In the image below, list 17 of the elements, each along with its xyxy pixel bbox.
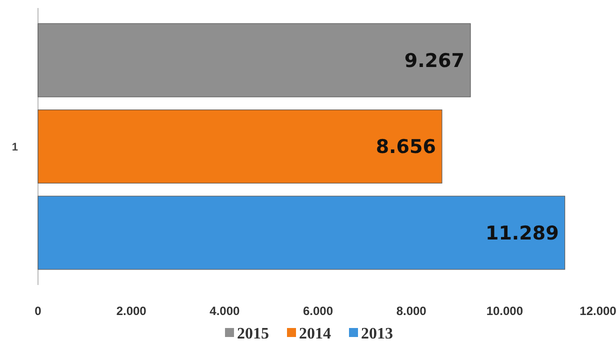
legend-label: 2015	[237, 326, 269, 343]
bar	[38, 196, 566, 270]
legend-label: 2014	[299, 326, 331, 343]
x-tick-label: 0	[34, 304, 42, 318]
x-tick-label: 6.000	[302, 304, 334, 318]
legend-label: 2013	[361, 326, 393, 343]
x-tick-label: 8.000	[396, 304, 427, 318]
data-label: 11.289	[485, 222, 559, 244]
x-tick-label: 12.000	[580, 304, 616, 318]
x-tick-label: 10.000	[486, 304, 524, 318]
y-tick-label: 1	[12, 141, 18, 154]
bar	[38, 110, 442, 184]
x-tick-label: 4.000	[210, 304, 240, 318]
data-label: 9.267	[404, 50, 464, 72]
x-tick-label: 2.000	[116, 304, 147, 318]
data-label: 8.656	[376, 136, 436, 158]
bar	[38, 23, 471, 98]
